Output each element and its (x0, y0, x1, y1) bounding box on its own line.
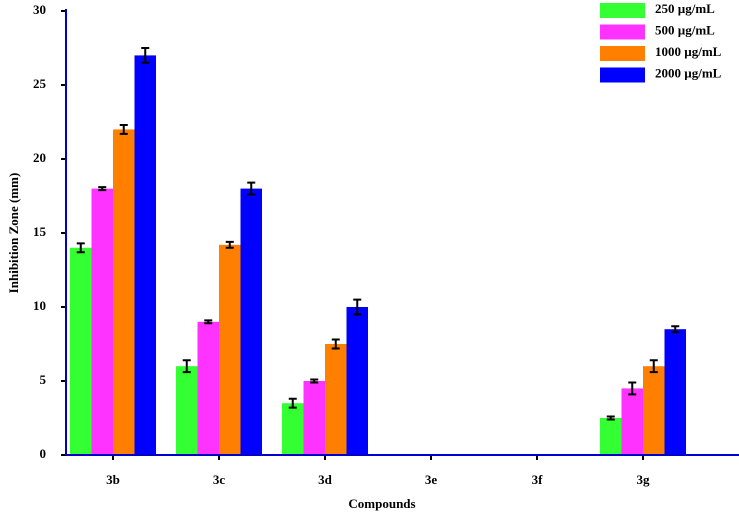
bar (621, 388, 643, 455)
legend-label: 2000 µg/mL (655, 65, 722, 80)
error-bar (288, 397, 297, 409)
legend-label: 250 µg/mL (655, 1, 715, 16)
error-bar (182, 359, 191, 374)
bar (643, 366, 665, 455)
y-tick-label: 30 (33, 2, 46, 17)
legend-label: 1000 µg/mL (655, 44, 722, 59)
x-tick-label: 3e (425, 472, 438, 487)
error-bar (628, 381, 637, 396)
y-tick-label: 20 (33, 150, 46, 165)
error-bar (141, 47, 150, 64)
bar (70, 247, 92, 455)
bar (134, 55, 156, 456)
bar (91, 188, 113, 455)
bar (600, 418, 622, 455)
x-axis-title: Compounds (348, 496, 415, 511)
legend-swatch (600, 46, 645, 61)
bar (664, 329, 686, 455)
error-bar (606, 415, 615, 421)
legend-swatch (600, 67, 645, 83)
bar (113, 129, 135, 455)
x-tick-label: 3g (637, 472, 651, 487)
error-bar (204, 319, 213, 325)
error-bar (331, 338, 340, 350)
bar (325, 344, 347, 455)
y-tick-label: 15 (33, 224, 47, 239)
y-tick-label: 25 (33, 76, 47, 91)
error-bar (671, 325, 680, 334)
y-tick-label: 5 (40, 372, 47, 387)
legend-swatch (600, 3, 645, 18)
error-bar (353, 298, 362, 316)
y-tick-label: 0 (40, 446, 47, 461)
error-bar (247, 181, 256, 196)
x-tick-label: 3f (532, 472, 544, 487)
x-tick-label: 3c (213, 472, 226, 487)
y-axis-title: Inhibition Zone (mm) (6, 173, 21, 294)
bar (346, 307, 368, 455)
bar (282, 403, 304, 455)
error-bar (98, 186, 107, 192)
bar (303, 381, 325, 455)
error-bar (649, 359, 658, 374)
error-bar (119, 123, 128, 135)
error-bar (310, 378, 319, 384)
bar (176, 366, 198, 455)
bar (219, 244, 241, 455)
error-bar (225, 240, 234, 249)
y-tick-label: 10 (33, 298, 46, 313)
error-bar (76, 242, 85, 254)
x-tick-label: 3b (106, 472, 120, 487)
bar (197, 321, 219, 455)
bar (240, 188, 262, 455)
x-tick-label: 3d (318, 472, 333, 487)
legend-swatch (600, 24, 645, 40)
legend-label: 500 µg/mL (655, 22, 715, 37)
